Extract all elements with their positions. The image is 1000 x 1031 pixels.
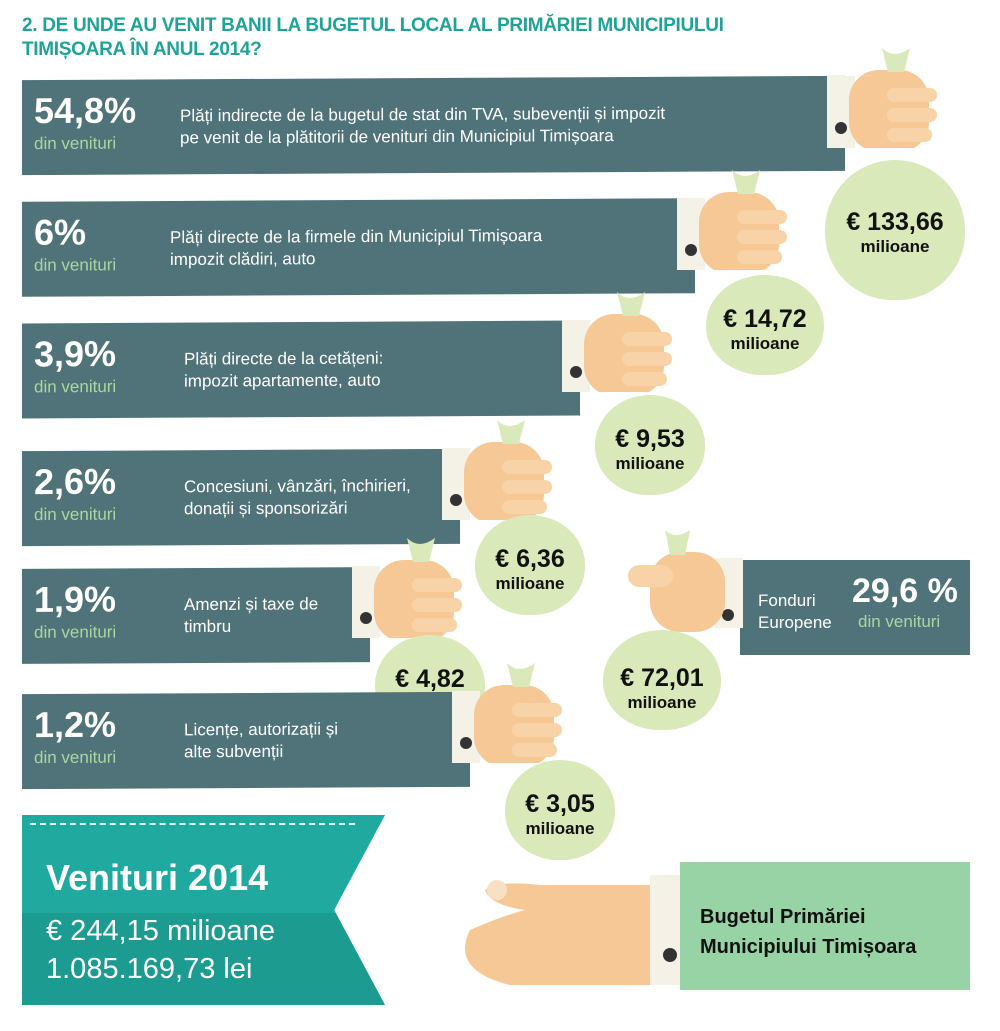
eu-label-2: Europene xyxy=(758,613,832,632)
unit-label: din venituri xyxy=(34,133,117,154)
unit-label: din venituri xyxy=(34,255,117,275)
description-line-1: Concesiuni, vânzări, închirieri, xyxy=(184,476,411,497)
hand-icon xyxy=(562,292,672,392)
description-line-1: Licențe, autorizații și xyxy=(184,719,339,740)
money-bag-eu: € 72,01 milioane xyxy=(603,630,721,730)
description-line-2: impozit clădiri, auto xyxy=(170,249,316,269)
eu-percentage: 29,6 % xyxy=(852,572,958,610)
percentage: 2,6% xyxy=(34,460,117,503)
revenue-bar: 3,9% din venituri Plăți directe de la ce… xyxy=(22,320,580,419)
open-hand-icon xyxy=(465,875,680,985)
receiver-label-1: Bugetul Primăriei xyxy=(700,906,866,928)
description-line-2: alte subvenții xyxy=(184,741,284,762)
money-bag: € 14,72 milioane xyxy=(706,275,824,375)
hand-icon xyxy=(827,48,937,148)
hand-icon xyxy=(628,530,743,632)
revenue-bar: 54,8% din venituri Plăți indirecte de la… xyxy=(22,75,845,176)
revenue-bar: 2,6% din venituri Concesiuni, vânzări, î… xyxy=(22,448,460,547)
unit-label: din venituri xyxy=(34,747,117,768)
money-bag: € 133,66 milioane xyxy=(825,160,965,300)
percentage: 1,9% xyxy=(34,578,117,620)
receiver-box: Bugetul Primăriei Municipiului Timișoara xyxy=(680,862,970,990)
unit-label: din venituri xyxy=(34,622,117,642)
eu-unit: din venituri xyxy=(858,612,941,631)
money-bag: € 9,53 milioane xyxy=(595,395,705,495)
hand-icon xyxy=(442,420,552,520)
hand-icon xyxy=(352,538,462,638)
revenue-bar: 6% din venituri Plăți directe de la firm… xyxy=(22,198,695,297)
unit-label: din venituri xyxy=(34,376,117,397)
revenue-bar: 1,2% din venituri Licențe, autorizații ș… xyxy=(22,691,470,790)
revenue-bar: 1,9% din venituri Amenzi și taxe de timbr… xyxy=(22,567,370,664)
page-title: 2. DE UNDE AU VENIT BANII LA BUGETUL LOC… xyxy=(22,15,724,60)
percentage: 54,8% xyxy=(34,89,137,132)
percentage: 3,9% xyxy=(34,332,117,375)
description-line-1: Plăți directe de la firmele din Municipi… xyxy=(170,226,543,247)
percentage: 1,2% xyxy=(34,703,117,746)
description-line-1: Plăți indirecte de la bugetul de stat di… xyxy=(180,103,666,126)
total-title: Venituri 2014 xyxy=(46,857,269,898)
description-line-2: pe venit de la plătitorii de venituri di… xyxy=(180,126,614,148)
description-line-2: timbru xyxy=(184,616,232,637)
hand-icon xyxy=(452,663,562,763)
hand-icon xyxy=(677,170,787,270)
total-revenue-ribbon: Venituri 2014 € 244,15 milioane 1.085.16… xyxy=(22,815,385,1005)
description-line-1: Amenzi și taxe de xyxy=(184,594,319,615)
receiver-label-2: Municipiului Timișoara xyxy=(700,936,917,958)
money-bag: € 6,36 milioane xyxy=(475,515,585,615)
description-line-2: impozit apartamente, auto xyxy=(184,370,381,391)
eu-funds-bar: Fonduri Europene 29,6 % din venituri xyxy=(740,560,970,655)
total-eur: € 244,15 milioane xyxy=(46,915,275,947)
eu-label-1: Fonduri xyxy=(758,591,816,610)
money-bag: € 3,05 milioane xyxy=(505,760,615,860)
description-line-2: donații și sponsorizări xyxy=(184,498,348,519)
description-line-1: Plăți directe de la cetățeni: xyxy=(184,348,384,369)
percentage: 6% xyxy=(34,211,87,253)
unit-label: din venituri xyxy=(34,504,117,525)
total-lei: 1.085.169,73 lei xyxy=(46,953,253,985)
